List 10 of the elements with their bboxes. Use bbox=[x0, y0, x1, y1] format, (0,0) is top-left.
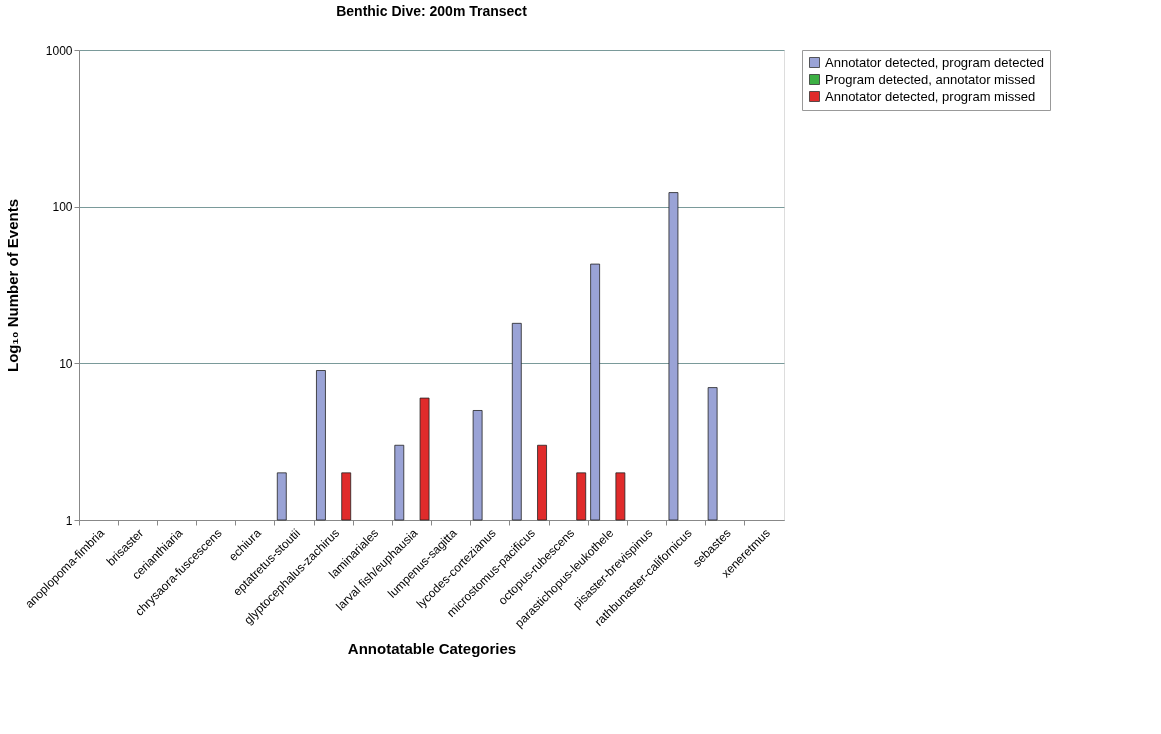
y-tick-label: 10 bbox=[59, 356, 73, 371]
y-tick-label: 1 bbox=[65, 513, 73, 528]
legend-label: Annotator detected, program missed bbox=[825, 88, 1036, 104]
y-axis-title: Log₁₀ Number of Events bbox=[3, 199, 21, 372]
y-tick-label: 1000 bbox=[45, 43, 73, 58]
x-axis-title: Annotatable Categories bbox=[347, 639, 517, 657]
legend-label: Program detected, annotator missed bbox=[825, 71, 1036, 87]
chart-title: Benthic Dive: 200m Transect bbox=[336, 3, 528, 19]
y-tick-label: 100 bbox=[52, 200, 73, 215]
legend-label: Annotator detected, program detected bbox=[825, 54, 1044, 70]
